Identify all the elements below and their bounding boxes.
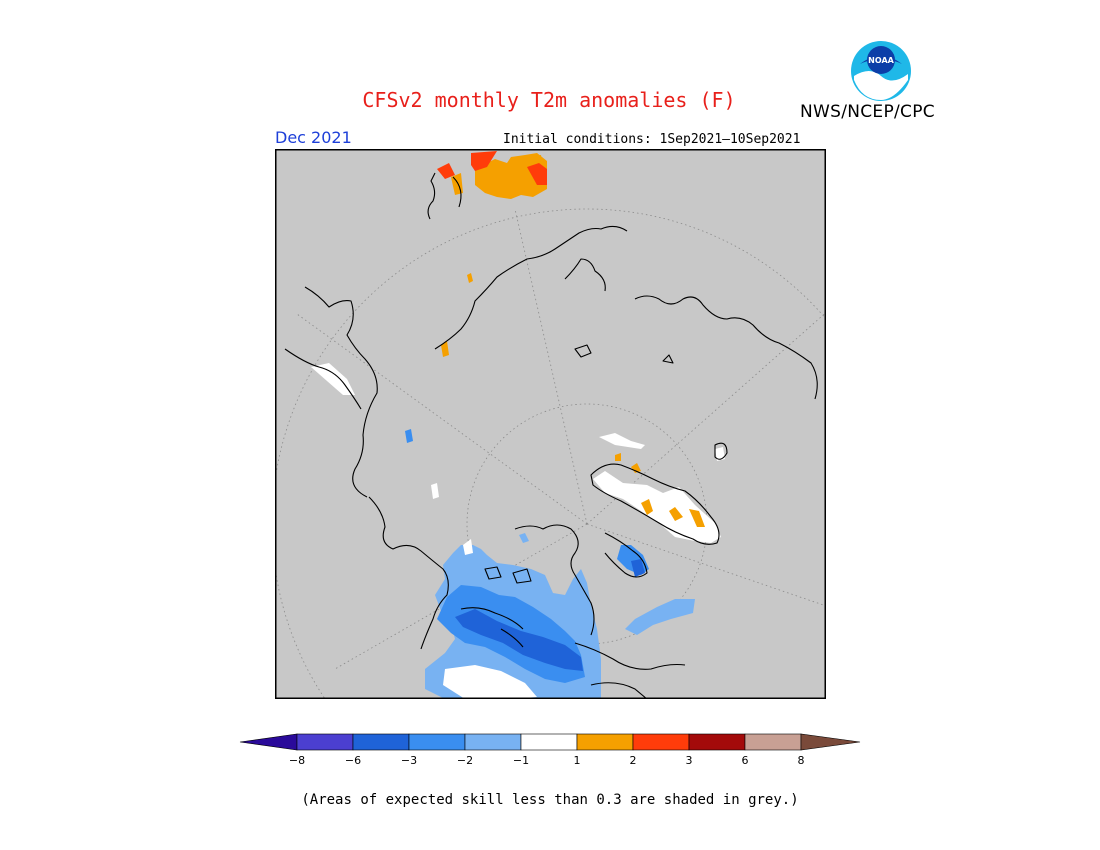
colorbar-tick-label: −1 (513, 754, 529, 767)
colorbar-bin (632, 733, 690, 751)
warm-anomaly-region (437, 151, 547, 357)
colorbar-bin (296, 733, 354, 751)
greenland-anomaly (311, 363, 725, 543)
cold-anomaly-region (405, 429, 695, 699)
colorbar-tick-label: 8 (798, 754, 805, 767)
colorbar-bin (576, 733, 634, 751)
colorbar-tick-label: −6 (345, 754, 361, 767)
colorbar-bin (464, 733, 522, 751)
colorbar-tick-label: −2 (457, 754, 473, 767)
skill-note: (Areas of expected skill less than 0.3 a… (301, 792, 799, 808)
colorbar-bin (688, 733, 746, 751)
colorbar-under-arrow (239, 733, 298, 751)
forecast-month: Dec 2021 (275, 128, 352, 147)
logo-text: NOAA (868, 56, 894, 65)
colorbar-bin (408, 733, 466, 751)
map-title: CFSv2 monthly T2m anomalies (F) (362, 88, 736, 112)
colorbar-bin (744, 733, 802, 751)
initial-conditions: Initial conditions: 1Sep2021–10Sep2021 (503, 132, 801, 147)
colorbar-tick-label: 6 (742, 754, 749, 767)
colorbar-bin (520, 733, 578, 751)
colorbar-tick-label: 1 (574, 754, 581, 767)
colorbar-bin (352, 733, 410, 751)
colorbar-over-arrow (800, 733, 861, 751)
colorbar-tick-label: 2 (630, 754, 637, 767)
coastlines (284, 172, 818, 699)
polar-anomaly-map (275, 149, 826, 699)
agency-label: NWS/NCEP/CPC (800, 102, 935, 122)
map-frame (275, 149, 826, 699)
colorbar-tick-label: −8 (289, 754, 305, 767)
colorbar-tick-label: 3 (686, 754, 693, 767)
colorbar-legend: −8 −6 −3 −2 −1 1 2 3 6 8 (239, 733, 861, 767)
noaa-logo: NOAA (851, 41, 911, 101)
colorbar-tick-label: −3 (401, 754, 417, 767)
